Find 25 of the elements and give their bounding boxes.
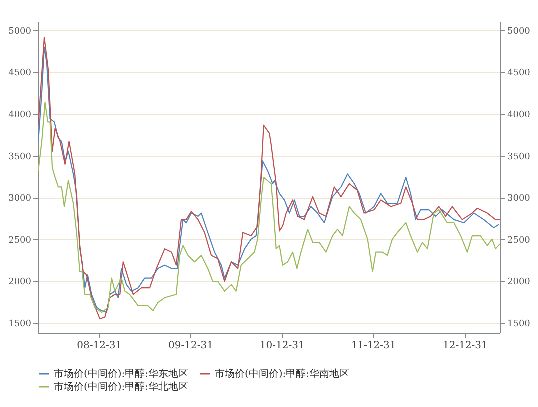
- y2-tick-label: 4500: [508, 68, 531, 79]
- y-tick-label: 4500: [8, 68, 32, 79]
- y-tick-label: 3500: [8, 152, 32, 162]
- y-tick-label: 5000: [8, 26, 32, 37]
- y2-tick-label: 1500: [508, 319, 531, 330]
- y2-tick-label: 2500: [508, 236, 531, 246]
- legend-label: 市场价(中间价):甲醇:华北地区: [54, 381, 189, 393]
- y2-tick-label: 3000: [508, 194, 531, 204]
- legend-label: 市场价(中间价):甲醇:华南地区: [215, 368, 350, 380]
- x-tick-label: 11-12-31: [351, 340, 396, 352]
- y2-tick-label: 3500: [508, 152, 531, 162]
- y-tick-label: 1500: [8, 319, 32, 330]
- x-tick-label: 09-12-31: [168, 340, 214, 352]
- y2-tick-label: 4000: [508, 110, 531, 120]
- legend-label: 市场价(中间价):甲醇:华东地区: [54, 368, 189, 380]
- line-series: [38, 102, 500, 314]
- x-tick-label: 12-12-31: [442, 340, 488, 352]
- y-tick-label: 2500: [8, 236, 32, 246]
- y2-tick-label: 5000: [508, 26, 531, 37]
- y2-tick-label: 2000: [508, 278, 531, 288]
- y-tick-label: 4000: [8, 110, 32, 120]
- y-tick-label: 2000: [8, 278, 32, 288]
- x-tick-label: 10-12-31: [260, 340, 305, 352]
- x-tick-label: 08-12-31: [77, 340, 122, 352]
- y-tick-label: 3000: [8, 194, 32, 204]
